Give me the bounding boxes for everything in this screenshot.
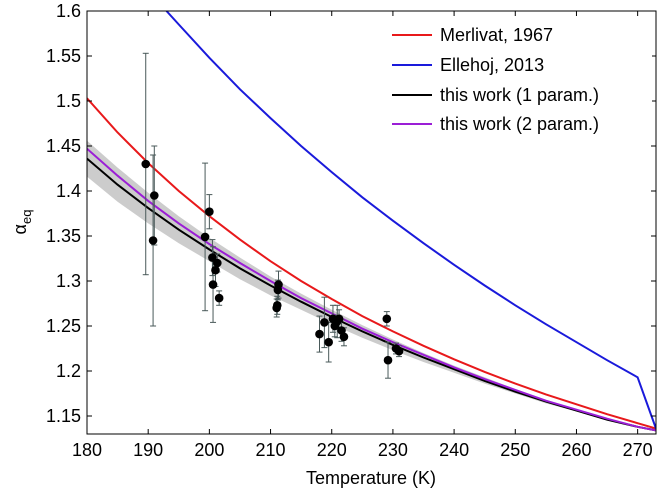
x-tick-label: 180: [72, 440, 102, 460]
x-tick-label: 240: [439, 440, 469, 460]
data-point: [339, 332, 349, 342]
x-tick-label: 270: [623, 440, 653, 460]
y-tick-label: 1.45: [46, 136, 81, 156]
x-tick-label: 260: [561, 440, 591, 460]
measurement-layer: [141, 159, 404, 365]
legend-label-merlivat: Merlivat, 1967: [440, 25, 553, 45]
x-tick-label: 190: [133, 440, 163, 460]
data-point: [214, 293, 224, 303]
data-point: [208, 280, 218, 289]
y-tick-label: 1.3: [56, 271, 81, 291]
data-point: [141, 159, 151, 169]
y-axis-title-main: α: [10, 224, 30, 234]
y-tick-label: 1.55: [46, 46, 81, 66]
series-line-ellehoj: [165, 11, 656, 429]
x-tick-label: 230: [378, 440, 408, 460]
data-point: [272, 301, 282, 310]
x-tick-label: 220: [317, 440, 347, 460]
x-tick-label: 210: [256, 440, 286, 460]
y-tick-label: 1.2: [56, 361, 81, 381]
data-point: [148, 236, 158, 245]
y-tick-label: 1.25: [46, 316, 81, 336]
x-tick-label: 200: [194, 440, 224, 460]
x-axis-title: Temperature (K): [306, 468, 436, 488]
legend: Merlivat, 1967 Ellehoj, 2013 this work (…: [382, 16, 652, 136]
data-point: [205, 207, 214, 216]
data-point: [334, 314, 344, 324]
plot-frame: [86, 10, 657, 435]
series-line-merlivat: [87, 97, 656, 430]
data-point: [324, 337, 333, 347]
y-axis-title: αeq: [10, 210, 34, 235]
series-line-1param: [87, 157, 656, 432]
y-tick-label: 1.35: [46, 226, 81, 246]
data-point: [315, 329, 324, 339]
y-tick-label: 1.5: [56, 91, 81, 111]
data-point: [383, 355, 393, 365]
y-tick-label: 1.6: [56, 1, 81, 21]
data-point: [320, 318, 329, 327]
x-tick-label: 250: [500, 440, 530, 460]
plot-area: [87, 11, 656, 432]
legend-label-1param: this work (1 param.): [440, 85, 599, 105]
data-point: [211, 265, 220, 275]
y-tick-label: 1.15: [46, 406, 81, 426]
y-axis-ticks: 1.15 1.2 1.25 1.3 1.35 1.4 1.45 1.5 1.55 1.6: [46, 1, 656, 426]
legend-label-2param: this work (2 param.): [440, 114, 599, 134]
y-tick-label: 1.4: [56, 181, 81, 201]
data-point: [213, 258, 222, 268]
y-axis-title-sub: eq: [19, 210, 34, 224]
series-layer: [87, 11, 656, 432]
x-axis-ticks: 180 190 200 210 220 230 240 250 260 270: [72, 11, 653, 460]
data-point: [150, 191, 159, 200]
data-point: [274, 280, 283, 289]
series-line-2param: [87, 147, 656, 432]
data-point: [382, 314, 392, 324]
data-point: [394, 346, 404, 356]
legend-label-ellehoj: Ellehoj, 2013: [440, 55, 544, 75]
data-point: [200, 232, 210, 242]
